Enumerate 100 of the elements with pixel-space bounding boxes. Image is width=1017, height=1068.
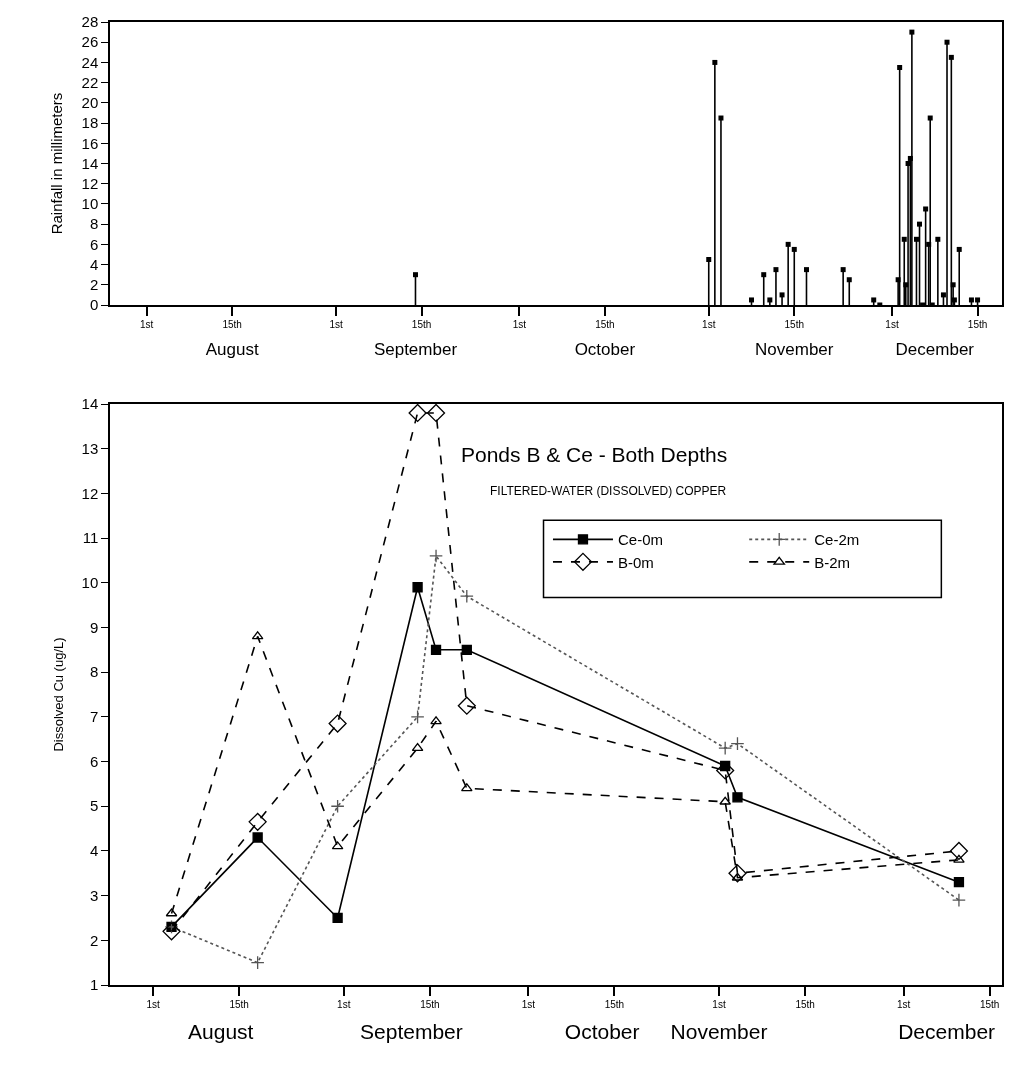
point: [718, 115, 724, 121]
y-tick-label: 2: [89, 276, 99, 294]
x-tick-label: 15th: [222, 318, 242, 330]
y-tick-label: 9: [89, 618, 99, 636]
x-tick-label: 1st: [896, 998, 911, 1010]
point: [412, 582, 423, 593]
y-axis-title: Rainfall in millimeters: [48, 92, 66, 235]
x-tick-label: 1st: [337, 998, 351, 1010]
y-tick-label: 26: [81, 33, 99, 51]
x-tick-label: 1st: [512, 318, 527, 330]
point: [950, 282, 956, 288]
point: [761, 272, 767, 278]
legend-label: B-2m: [814, 553, 851, 571]
y-tick-label: 12: [81, 484, 99, 502]
y-tick-label: 8: [89, 215, 99, 233]
text: Ponds B & Ce - Both Depths: [461, 443, 728, 466]
y-tick-label: 11: [82, 529, 99, 547]
y-tick-label: 1: [89, 976, 99, 994]
x2-tick-label: August: [205, 340, 259, 359]
point: [411, 742, 424, 752]
x-tick-label: 1st: [712, 998, 726, 1010]
text: FILTERED-WATER (DISSOLVED) COPPER: [490, 484, 727, 498]
x-tick-label: 1st: [521, 998, 536, 1010]
point: [461, 644, 472, 655]
y-tick-label: 5: [89, 797, 99, 815]
point: [913, 236, 919, 242]
point: [328, 714, 347, 733]
point: [718, 741, 733, 756]
point: [944, 39, 950, 45]
point: [408, 404, 427, 423]
x-tick-label: 15th: [784, 318, 804, 330]
legend-label: Ce-0m: [617, 531, 663, 549]
x2-tick-label: October: [564, 1020, 640, 1043]
x2-tick-label: August: [188, 1020, 254, 1043]
y-tick-label: 20: [81, 94, 99, 112]
x-tick-label: 1st: [329, 318, 343, 330]
y-tick-label: 4: [89, 842, 99, 860]
point: [907, 155, 913, 161]
point: [846, 277, 852, 283]
point: [706, 257, 712, 263]
x-tick-label: 15th: [229, 998, 249, 1010]
point: [728, 864, 747, 883]
y-tick-label: 10: [81, 574, 99, 592]
point: [457, 696, 476, 715]
y-tick-label: 12: [81, 174, 99, 192]
point: [162, 922, 181, 941]
x2-tick-label: September: [360, 1020, 463, 1043]
point: [785, 241, 791, 247]
x-tick-label: 15th: [604, 998, 625, 1010]
x2-tick-label: November: [755, 340, 834, 359]
y-tick-label: 8: [89, 663, 99, 681]
point: [803, 267, 809, 273]
y-tick-label: 10: [81, 195, 99, 213]
legend-label: Ce-2m: [814, 531, 860, 549]
point: [250, 955, 265, 970]
point: [949, 841, 969, 861]
point: [248, 812, 267, 831]
point: [712, 59, 718, 65]
point: [430, 716, 442, 725]
x-tick-label: 1st: [139, 318, 154, 330]
point: [953, 854, 965, 863]
point: [926, 241, 932, 247]
point: [953, 877, 965, 888]
x-tick-label: 15th: [979, 998, 1000, 1010]
y-tick-label: 22: [81, 73, 99, 91]
x-tick-label: 1st: [146, 998, 160, 1010]
y-tick-label: 24: [81, 53, 99, 71]
x-tick-label: 15th: [967, 318, 988, 330]
point: [430, 644, 442, 655]
y-tick-label: 13: [81, 439, 99, 457]
y-tick-label: 3: [89, 886, 99, 904]
x-tick-label: 15th: [411, 318, 432, 330]
point: [732, 792, 743, 803]
y-tick-label: 7: [89, 708, 99, 726]
point: [895, 277, 901, 283]
point: [840, 267, 846, 273]
x-tick-label: 1st: [885, 318, 899, 330]
point: [410, 709, 425, 724]
y-axis-title: Dissolved Cu (ug/L): [51, 637, 67, 752]
point: [773, 267, 779, 273]
x-tick-label: 15th: [595, 318, 615, 330]
y-tick-label: 0: [89, 296, 99, 314]
y-tick-label: 14: [81, 154, 99, 172]
y-tick-label: 16: [81, 134, 99, 152]
y-tick-label: 6: [89, 235, 99, 253]
point: [330, 799, 345, 814]
y-tick-label: 2: [89, 931, 99, 949]
y-tick-label: 4: [89, 255, 99, 273]
y-tick-label: 18: [81, 114, 99, 132]
point: [332, 912, 343, 924]
x-tick-label: 1st: [702, 318, 716, 330]
point: [730, 736, 745, 751]
x-tick-label: 15th: [795, 998, 815, 1010]
y-tick-label: 6: [89, 752, 99, 770]
point: [901, 236, 907, 242]
legend-label: B-0m: [617, 553, 654, 571]
x2-tick-label: November: [670, 1020, 768, 1043]
x2-tick-label: December: [898, 1020, 996, 1043]
y-tick-label: 28: [81, 13, 99, 31]
x2-tick-label: December: [895, 340, 975, 359]
